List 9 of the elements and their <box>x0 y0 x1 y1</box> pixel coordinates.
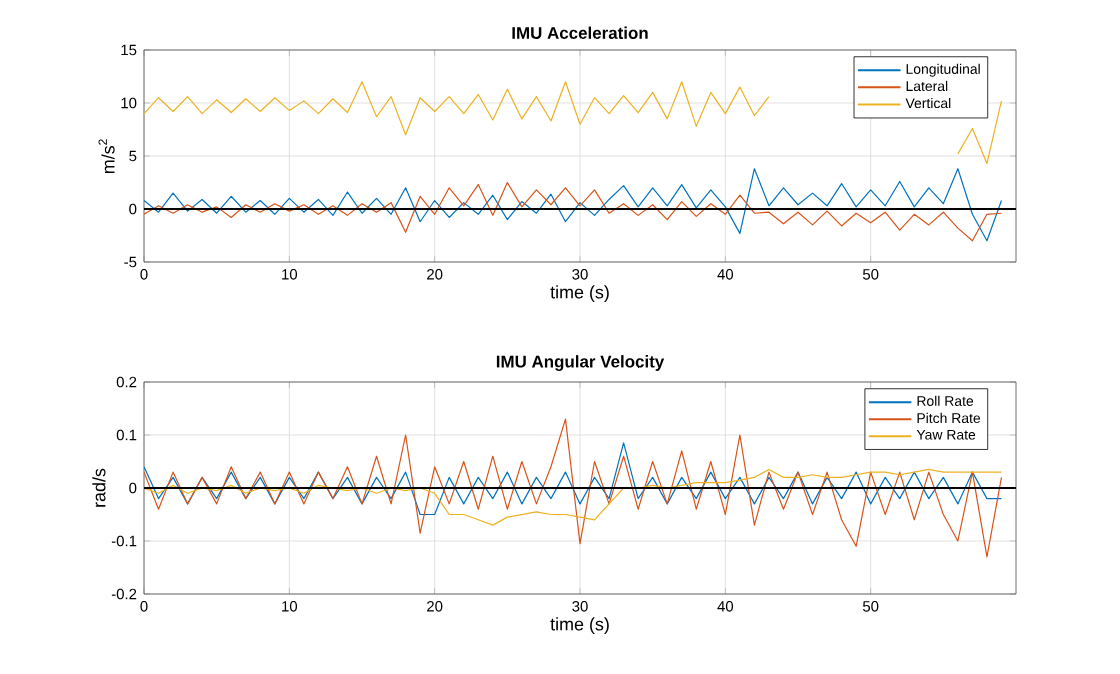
chart-title: IMU Angular Velocity <box>496 355 665 371</box>
line-series <box>144 168 1003 242</box>
x-axis-title: time (s) <box>550 617 609 635</box>
line-series <box>144 181 1003 242</box>
x-axis-title: time (s) <box>550 285 609 303</box>
y-axis-title: m/s$^{2}$ <box>98 139 115 174</box>
line-series <box>144 442 1003 516</box>
y-axis-title: rad/s <box>92 468 106 507</box>
chart-title: IMU Acceleration <box>512 26 648 39</box>
